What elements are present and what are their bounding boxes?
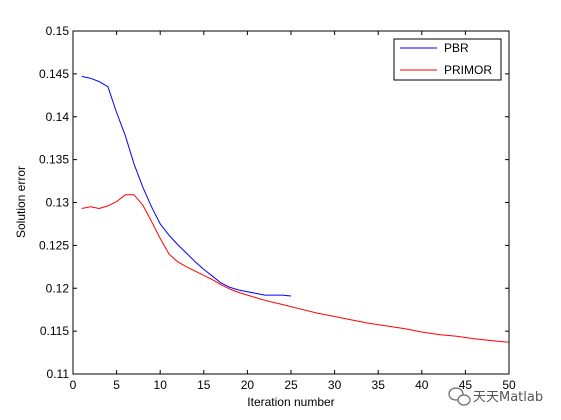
watermark-text: 天天Matlab (473, 390, 543, 405)
plot-area (73, 31, 509, 374)
series-line-primor (81, 194, 510, 343)
legend: PBR PRIMOR (393, 38, 502, 81)
y-tick-label: 0.13 (46, 196, 70, 210)
x-tick-label: 15 (197, 378, 211, 392)
y-tick-label: 0.135 (39, 153, 69, 167)
y-tick-label: 0.15 (46, 24, 70, 38)
x-tick-label: 50 (502, 378, 516, 392)
y-axis-label: Solution error (14, 166, 28, 238)
x-axis-label: Iteration number (247, 395, 334, 409)
x-tick-label: 10 (154, 378, 168, 392)
legend-label-pbr: PBR (444, 41, 469, 55)
x-axis-ticks: 0 5 10 15 20 25 30 35 40 45 50 (70, 31, 516, 392)
y-tick-label: 0.12 (46, 281, 70, 295)
y-tick-label: 0.145 (39, 67, 69, 81)
legend-box (393, 38, 502, 81)
x-tick-label: 40 (415, 378, 429, 392)
series-line-pbr (81, 75, 292, 297)
x-tick-label: 35 (372, 378, 386, 392)
x-tick-label: 30 (328, 378, 342, 392)
watermark: 天天Matlab (448, 387, 543, 406)
y-tick-label: 0.14 (46, 110, 70, 124)
x-tick-label: 0 (70, 378, 77, 392)
y-axis-ticks: 0.11 0.115 0.12 0.125 0.13 0.135 0.14 0.145 0.15 (39, 24, 509, 381)
x-tick-label: 5 (113, 378, 120, 392)
y-tick-label: 0.125 (39, 238, 69, 252)
x-tick-label: 45 (459, 378, 473, 392)
legend-label-primor: PRIMOR (444, 63, 492, 77)
wechat-icon (448, 387, 471, 406)
y-tick-label: 0.115 (40, 324, 69, 338)
x-tick-label: 25 (284, 378, 298, 392)
series-layer (81, 75, 510, 343)
y-tick-label: 0.11 (47, 367, 70, 381)
x-tick-label: 20 (241, 378, 255, 392)
